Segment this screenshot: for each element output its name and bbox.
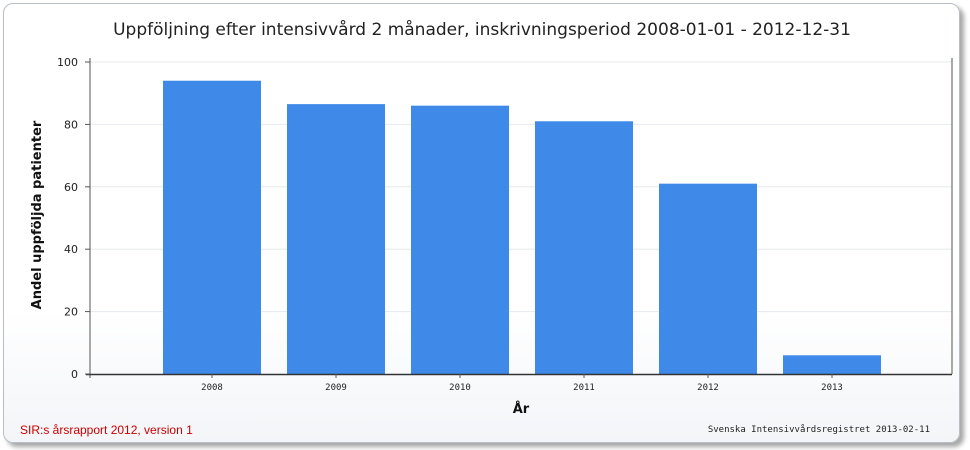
- x-tick-label: 2012: [697, 383, 719, 393]
- registry-credit: Svenska Intensivvårdsregistret 2013-02-1…: [707, 425, 930, 435]
- y-tick-label: 0: [71, 368, 78, 381]
- chart-title: Uppföljning efter intensivvård 2 månader…: [113, 20, 851, 40]
- x-tick-label: 2010: [449, 383, 471, 393]
- bar-2012: [659, 183, 757, 374]
- y-tick-label: 80: [64, 118, 78, 131]
- bar-2008: [163, 80, 261, 374]
- bar-2009: [287, 104, 385, 375]
- bars: [163, 80, 881, 375]
- bar-2010: [411, 105, 509, 375]
- y-tick-label: 20: [64, 306, 78, 319]
- x-axis-ticks: 2008 2009 2010 2011 2012 2013: [201, 374, 843, 393]
- report-source: SIR:s årsrapport 2012, version 1: [20, 423, 193, 437]
- y-axis-label: Andel uppföljda patienter: [30, 120, 45, 309]
- bar-2013: [783, 355, 881, 374]
- y-axis-ticks: 0 20 40 60 80 100: [57, 56, 90, 381]
- x-tick-label: 2011: [573, 383, 595, 393]
- axes: [86, 58, 953, 378]
- x-tick-label: 2008: [201, 383, 223, 393]
- y-tick-label: 60: [64, 181, 78, 194]
- bar-2011: [535, 121, 633, 374]
- x-tick-label: 2009: [325, 383, 347, 393]
- y-tick-label: 40: [64, 243, 78, 256]
- y-tick-label: 100: [57, 56, 78, 69]
- x-axis-label: År: [513, 401, 530, 417]
- x-tick-label: 2013: [821, 383, 843, 393]
